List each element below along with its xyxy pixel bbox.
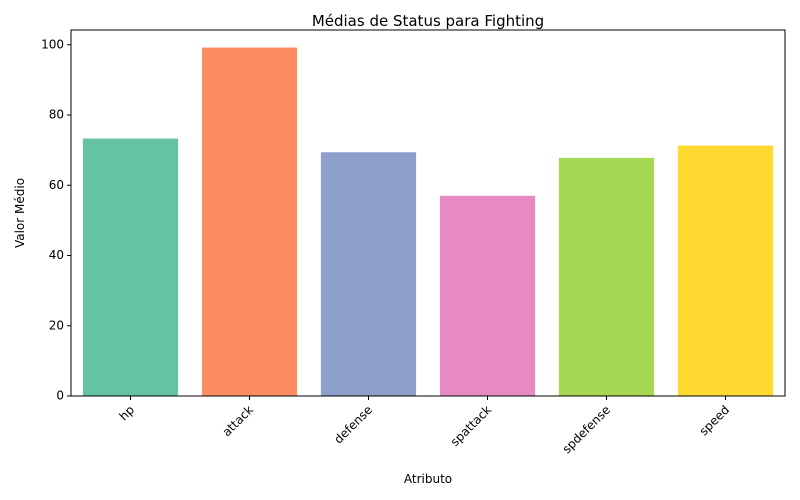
x-tick-label: speed: [697, 403, 733, 439]
x-tick-label: defense: [331, 403, 375, 447]
y-tick-label: 80: [49, 108, 64, 122]
x-tick-label: spdefense: [560, 403, 614, 457]
y-tick-label: 60: [49, 178, 64, 192]
bar-spdefense: [558, 157, 655, 396]
x-axis-label: Atributo: [404, 472, 452, 486]
chart-title: Médias de Status para Fighting: [312, 12, 544, 30]
bar-attack: [201, 47, 298, 397]
y-tick-label: 40: [49, 248, 64, 262]
y-tick-label: 20: [49, 318, 64, 332]
bar-speed: [677, 145, 774, 396]
x-tick-label: attack: [220, 403, 257, 440]
x-axis-ticks: hp attack defense spattack spdefense speed: [116, 396, 732, 456]
y-tick-label: 0: [56, 389, 64, 403]
y-axis-ticks: 0 20 40 60 80 100: [41, 37, 71, 403]
y-tick-label: 100: [41, 37, 64, 51]
plot-frame: [70, 29, 786, 397]
bar-defense: [320, 152, 417, 396]
bars: [82, 47, 774, 397]
y-axis-label: Valor Médio: [13, 178, 27, 248]
x-tick-label: hp: [116, 403, 137, 424]
x-tick-label: spattack: [448, 403, 494, 449]
plot-background: [71, 30, 785, 396]
bar-hp: [82, 138, 179, 397]
bar-spattack: [439, 195, 536, 396]
